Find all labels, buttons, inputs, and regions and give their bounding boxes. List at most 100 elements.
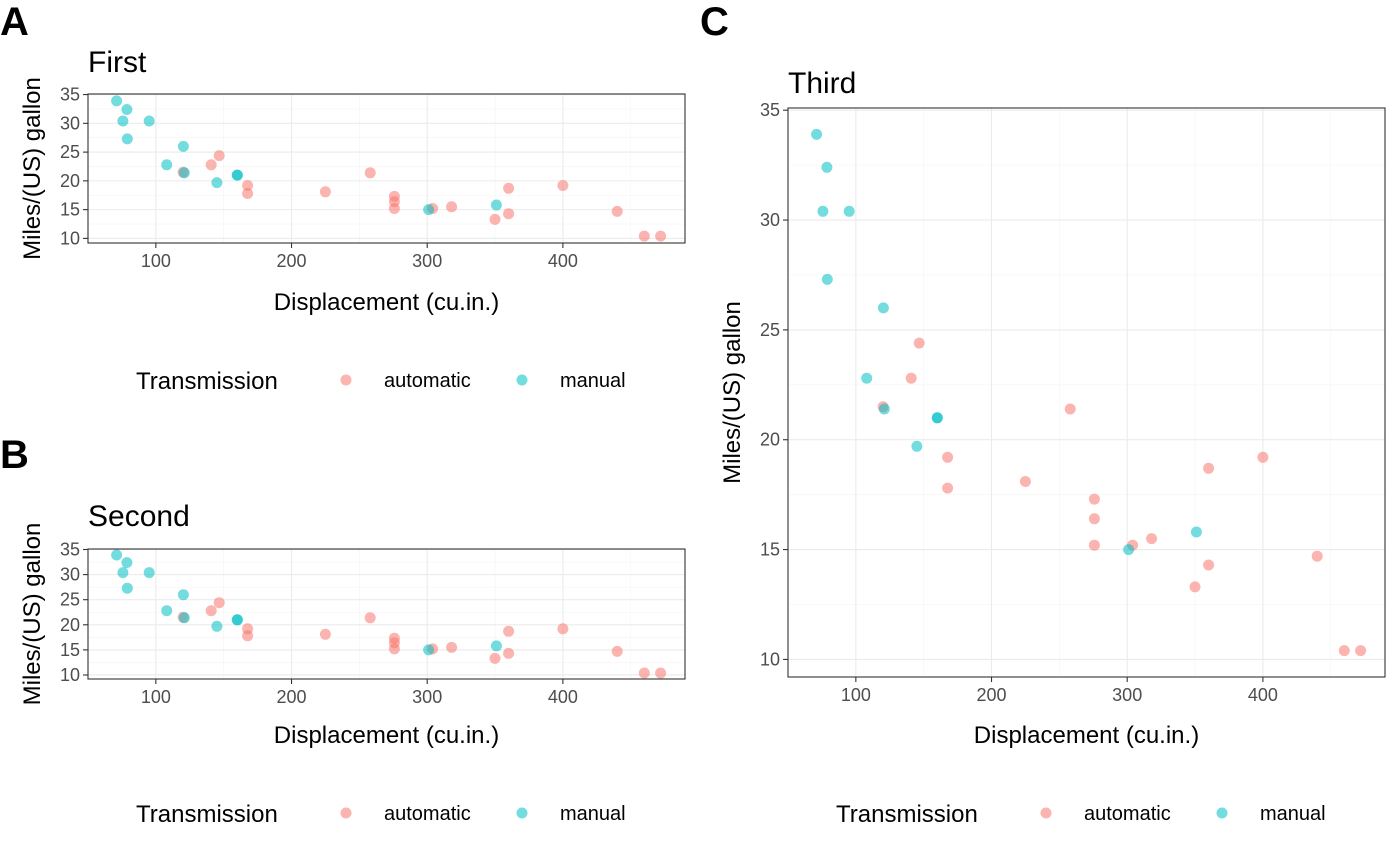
data-point-manual (143, 115, 155, 127)
data-point-automatic (1203, 559, 1215, 571)
plot-title: First (88, 46, 147, 79)
data-point-automatic (489, 213, 501, 225)
y-tick-label: 15 (60, 200, 80, 220)
data-point-manual (211, 177, 223, 189)
data-point-automatic (942, 482, 954, 494)
x-tick-label: 400 (548, 251, 578, 271)
data-point-automatic (242, 188, 254, 199)
legend-label-manual: manual (1260, 803, 1326, 825)
data-point-automatic (1088, 513, 1100, 525)
legend-label-manual: manual (560, 370, 626, 392)
data-point-automatic (638, 667, 650, 679)
x-axis-title: Displacement (cu.in.) (274, 722, 499, 749)
data-point-automatic (213, 150, 225, 162)
y-tick-label: 20 (60, 171, 80, 191)
legend-title: Transmission (836, 801, 978, 828)
data-point-manual (121, 557, 133, 569)
legend-title: Transmission (136, 368, 278, 395)
legend-key-manual (516, 807, 528, 819)
data-point-manual (817, 205, 829, 217)
data-point-manual (490, 640, 502, 652)
y-tick-label: 25 (60, 142, 80, 162)
data-point-automatic (446, 641, 458, 653)
legend-key-automatic (340, 374, 352, 386)
data-point-manual (843, 205, 855, 217)
data-point-manual (111, 95, 123, 107)
data-point-manual (143, 567, 155, 579)
y-tick-label: 30 (60, 113, 80, 133)
x-tick-label: 200 (276, 687, 306, 707)
data-point-automatic (557, 623, 569, 635)
data-point-automatic (913, 337, 925, 349)
series-automatic (177, 597, 667, 679)
y-tick-label: 20 (60, 615, 80, 635)
y-axis-title: Miles/(US) gallon (19, 523, 46, 706)
data-point-manual (1123, 544, 1135, 556)
data-point-automatic (503, 625, 515, 637)
y-tick-label: 35 (760, 100, 780, 120)
panel-border (87, 548, 686, 680)
data-point-manual (931, 412, 943, 424)
data-point-manual (177, 140, 189, 152)
x-tick-label: 100 (141, 251, 171, 271)
legend-key-manual (1216, 807, 1228, 819)
x-axis-title: Displacement (cu.in.) (274, 289, 499, 316)
data-point-automatic (1338, 645, 1350, 657)
data-point-manual (811, 128, 823, 140)
plot-title: Third (788, 67, 856, 100)
data-point-automatic (1311, 550, 1323, 562)
x-tick-label: 300 (1112, 685, 1142, 705)
x-tick-label: 300 (412, 251, 442, 271)
data-point-manual (178, 612, 190, 624)
data-point-automatic (489, 652, 501, 664)
data-point-manual (161, 159, 173, 171)
x-axis-title: Displacement (cu.in.) (974, 722, 1199, 749)
panel-letter: A (0, 0, 29, 44)
plot-title: Second (88, 500, 190, 533)
data-point-manual (117, 567, 129, 579)
series-manual (111, 549, 502, 656)
legend: Transmission automatic manual (136, 368, 626, 395)
data-point-automatic (611, 645, 623, 657)
data-point-automatic (638, 230, 650, 242)
chart-panel-c: C Third 100 200 300 400 10 15 20 25 30 35 Displaceme… (700, 0, 1386, 828)
data-point-manual (877, 302, 889, 314)
chart-panel-b: B Second 100 200 300 400 10 15 20 25 30 35 Displacem… (0, 433, 686, 828)
data-point-automatic (242, 180, 254, 191)
data-point-automatic (364, 167, 376, 179)
data-point-automatic (1146, 533, 1158, 545)
x-tick-label: 400 (548, 687, 578, 707)
y-tick-label: 20 (760, 430, 780, 450)
series-automatic (877, 337, 1367, 657)
data-point-automatic (319, 186, 331, 198)
data-point-automatic (557, 180, 569, 191)
y-tick-label: 25 (760, 320, 780, 340)
data-point-manual (821, 161, 833, 173)
data-point-automatic (1064, 403, 1076, 415)
legend: Transmission automatic manual (136, 801, 626, 828)
data-point-automatic (205, 605, 217, 617)
legend-title: Transmission (136, 801, 278, 828)
panel-border (87, 93, 686, 244)
data-point-automatic (1088, 539, 1100, 551)
x-tick-label: 300 (412, 687, 442, 707)
legend-label-automatic: automatic (1084, 803, 1171, 825)
data-point-automatic (503, 208, 515, 220)
data-point-automatic (213, 597, 225, 609)
data-point-manual (861, 372, 873, 384)
series-manual (811, 128, 1202, 556)
data-point-automatic (1203, 462, 1215, 474)
data-point-automatic (205, 159, 217, 171)
data-point-manual (490, 199, 502, 211)
data-point-manual (121, 133, 133, 145)
y-tick-label: 15 (760, 540, 780, 560)
data-point-automatic (388, 632, 400, 644)
data-point-manual (911, 440, 923, 452)
data-point-manual (111, 549, 123, 561)
legend-label-manual: manual (560, 803, 626, 825)
data-point-automatic (1189, 581, 1201, 593)
legend-key-automatic (340, 807, 352, 819)
data-point-manual (821, 273, 833, 285)
y-tick-label: 35 (60, 540, 80, 560)
y-axis-title: Miles/(US) gallon (719, 301, 746, 484)
